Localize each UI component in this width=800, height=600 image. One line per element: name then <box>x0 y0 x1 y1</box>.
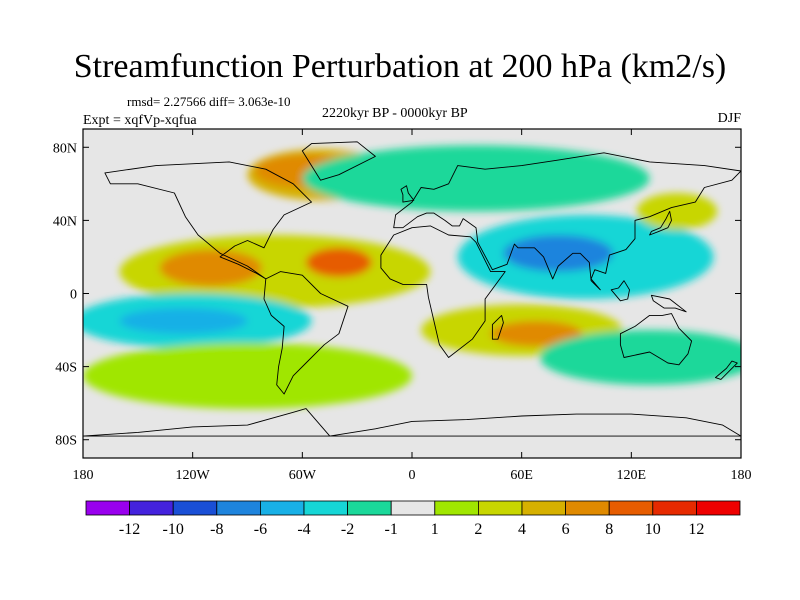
colorbar-swatch <box>216 500 261 516</box>
coastline-eurasia <box>393 152 741 291</box>
colorbar-label: -12 <box>119 521 140 538</box>
lat-tick-label: 80S <box>55 434 77 449</box>
lat-tick-label: 0 <box>70 288 77 303</box>
lon-tick-label: 60W <box>289 468 317 483</box>
colorbar: -12 -10 -8 -6 -4 -2 -1 1 2 4 6 8 10 12 <box>85 500 741 538</box>
colorbar-swatch <box>259 500 305 516</box>
colorbar-label: -1 <box>385 521 398 538</box>
lon-tick-label: 180 <box>731 468 752 483</box>
coastline-new-guinea <box>650 294 687 313</box>
map-axes: 180 120W 60W 0 60E 120E 180 80N 40N 0 40S 80S <box>53 128 752 483</box>
colorbar-label: 10 <box>645 521 661 538</box>
coastline-antarctica <box>83 408 741 437</box>
contour-madagascar-max <box>490 320 582 347</box>
colorbar-swatch <box>390 500 436 516</box>
colorbar-label: -4 <box>297 521 310 538</box>
coastline-uk <box>400 185 415 203</box>
stats-text: rmsd= 2.27566 diff= 3.063e-10 <box>127 94 291 109</box>
colorbar-label: -10 <box>163 521 184 538</box>
contour-southern-ocean-ring <box>83 342 412 409</box>
coastline-north-america <box>104 161 312 280</box>
lon-tick-label: 60E <box>510 468 533 483</box>
colorbar-label: -6 <box>254 521 267 538</box>
lon-tick-label: 0 <box>409 468 416 483</box>
colorbar-label: -8 <box>210 521 223 538</box>
lat-tick-label: 80N <box>53 141 77 156</box>
colorbar-swatch <box>477 500 523 516</box>
colorbar-label: 4 <box>518 521 526 538</box>
contour-south-indian-low <box>539 330 741 385</box>
coastline-africa <box>380 225 506 358</box>
colorbar-swatch <box>172 500 218 516</box>
colorbar-swatch <box>652 500 697 516</box>
period-label: 2220kyr BP - 0000kyr BP <box>322 106 468 121</box>
colorbar-label: 2 <box>474 521 482 538</box>
coastline-australia <box>619 313 693 366</box>
colorbar-swatch <box>696 500 741 516</box>
lon-tick-label: 120E <box>617 468 647 483</box>
contour-brazil-max <box>306 247 372 277</box>
map-plot-area <box>83 129 741 458</box>
lat-tick-label: 40N <box>53 214 77 229</box>
colorbar-label: 1 <box>431 521 439 538</box>
colorbar-swatch <box>303 500 348 516</box>
experiment-label: Expt = xqfVp-xqfua <box>83 113 197 128</box>
contour-tropical-west-max <box>159 249 263 287</box>
lon-tick-label: 120W <box>176 468 211 483</box>
colorbar-swatch <box>129 500 174 516</box>
season-label: DJF <box>717 111 741 126</box>
colorbar-label: 12 <box>688 521 704 538</box>
colorbar-label: 6 <box>562 521 570 538</box>
coastline-south-america <box>263 271 349 395</box>
coastline-borneo <box>610 280 630 302</box>
coastline-madagascar <box>491 314 504 340</box>
colorbar-swatch <box>85 500 130 516</box>
contour-eurasia-low <box>302 145 650 212</box>
colorbar-swatch <box>347 500 392 516</box>
coastline-japan <box>649 210 672 236</box>
colorbar-swatch <box>565 500 610 516</box>
contour-south-pacific-core <box>119 308 248 334</box>
lat-tick-label: 40S <box>55 361 77 376</box>
colorbar-swatch <box>608 500 654 516</box>
contour-pacific-north-high <box>636 193 718 230</box>
colorbar-label: 8 <box>605 521 613 538</box>
coastline-greenland <box>301 141 376 181</box>
colorbar-swatch <box>434 500 479 516</box>
lon-tick-label: 180 <box>73 468 94 483</box>
coastline-layer <box>83 141 741 437</box>
colorbar-label: -2 <box>341 521 354 538</box>
coastline-new-zealand <box>714 360 738 380</box>
page-title: Streamfunction Perturbation at 200 hPa (… <box>73 48 727 85</box>
colorbar-swatch <box>521 500 566 516</box>
contour-tibet-core <box>503 235 613 272</box>
